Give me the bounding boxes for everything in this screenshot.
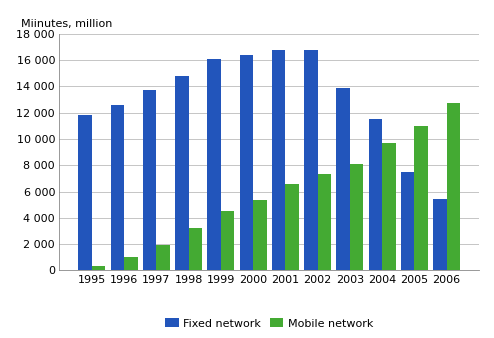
Bar <box>253 200 267 270</box>
Bar <box>369 119 382 270</box>
Bar <box>433 199 447 270</box>
Bar <box>221 211 235 270</box>
Bar <box>175 76 189 270</box>
Bar <box>286 184 299 270</box>
Bar <box>350 164 364 270</box>
Bar <box>240 55 253 270</box>
Bar <box>304 50 318 270</box>
Bar <box>124 257 138 270</box>
Bar <box>447 103 460 270</box>
Bar <box>382 143 396 270</box>
Bar <box>111 105 124 270</box>
Bar <box>207 59 221 270</box>
Bar <box>79 115 92 270</box>
Bar <box>143 90 157 270</box>
Bar <box>414 126 428 270</box>
Bar <box>318 174 331 270</box>
Bar <box>157 245 170 270</box>
Bar <box>336 88 350 270</box>
Legend: Fixed network, Mobile network: Fixed network, Mobile network <box>161 314 377 333</box>
Bar <box>401 172 414 270</box>
Bar <box>92 266 105 270</box>
Bar <box>189 228 202 270</box>
Bar <box>272 50 286 270</box>
Text: Miinutes, million: Miinutes, million <box>21 19 113 29</box>
